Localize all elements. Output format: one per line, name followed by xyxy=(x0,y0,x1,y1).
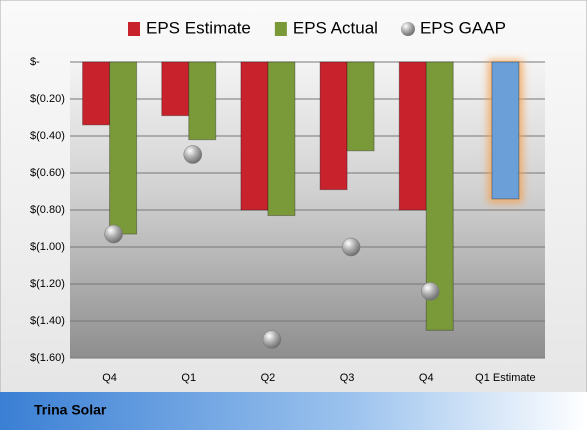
y-tick-label: $- xyxy=(30,56,40,68)
bar xyxy=(109,61,138,235)
bar xyxy=(319,61,348,191)
bar xyxy=(346,61,375,152)
x-tick-label: Q1 xyxy=(181,372,196,384)
bar xyxy=(161,61,190,117)
bar xyxy=(398,61,427,211)
x-tick-label: Q3 xyxy=(340,372,355,384)
bar xyxy=(82,61,111,126)
gaap-marker xyxy=(183,145,202,164)
bar xyxy=(491,61,520,200)
y-tick-label: $(0.20) xyxy=(30,93,65,105)
x-tick-label: Q4 xyxy=(419,372,434,384)
legend-label: EPS Estimate xyxy=(146,18,251,37)
x-tick-label: Q1 Estimate xyxy=(475,372,536,384)
bar xyxy=(267,61,296,217)
y-tick-label: $(0.80) xyxy=(30,204,65,216)
y-tick-label: $(1.60) xyxy=(30,352,65,364)
legend-marker xyxy=(128,22,140,36)
x-tick-label: Q2 xyxy=(261,372,276,384)
legend-marker xyxy=(274,22,287,36)
gaap-marker xyxy=(262,330,282,349)
y-tick-label: $(1.00) xyxy=(30,241,65,253)
gaap-marker xyxy=(421,282,440,301)
gaap-marker xyxy=(341,237,361,257)
legend-label: EPS GAAP xyxy=(420,18,506,37)
bar xyxy=(188,61,217,141)
bar xyxy=(240,61,269,211)
footer-band xyxy=(0,392,587,430)
legend-marker xyxy=(400,22,415,36)
x-tick-label: Q4 xyxy=(102,372,117,384)
y-tick-label: $(0.60) xyxy=(30,167,65,179)
y-tick-label: $(1.20) xyxy=(30,278,65,290)
y-tick-label: $(0.40) xyxy=(30,130,65,142)
gaap-marker xyxy=(104,224,123,244)
y-tick-label: $(1.40) xyxy=(30,315,65,327)
source: Trina Solar xyxy=(34,402,107,418)
legend-label: EPS Actual xyxy=(293,18,378,37)
